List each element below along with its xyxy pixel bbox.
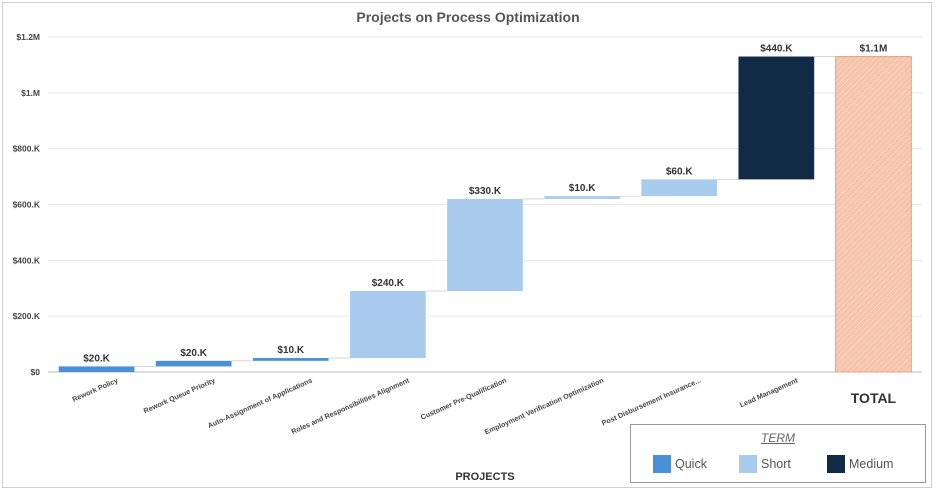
x-axis-title: PROJECTS	[455, 471, 515, 483]
bar	[447, 198, 523, 292]
total-tick-label: TOTAL	[851, 390, 897, 406]
bar	[350, 291, 426, 359]
chart-title: Projects on Process Optimization	[356, 9, 580, 25]
y-tick-label: $600.K	[13, 200, 41, 210]
total-data-label: $1.1M	[860, 44, 888, 55]
x-tick-label: Rework Policy	[71, 376, 120, 404]
x-tick-label: Lead Management	[738, 375, 799, 409]
bar	[738, 56, 815, 180]
y-tick-label: $800.K	[13, 144, 41, 154]
bar	[252, 358, 329, 361]
data-label: $20.K	[180, 348, 207, 359]
bar	[544, 196, 620, 199]
legend-swatch-quick	[653, 455, 671, 473]
data-label: $20.K	[83, 353, 110, 364]
legend-title: TERM	[761, 431, 795, 445]
x-tick-label: Auto-Assignment of Applications	[206, 376, 313, 430]
y-tick-label: $400.K	[13, 255, 41, 265]
y-tick-label: $1.M	[21, 88, 40, 98]
legend-label-short: Short	[761, 457, 791, 471]
x-tick-label: Post Disbursement Insurance...	[600, 376, 702, 428]
legend-label-medium: Medium	[849, 457, 894, 471]
legend-swatch-medium	[827, 455, 845, 473]
y-tick-label: $0	[31, 367, 41, 377]
legend-swatch-short	[739, 455, 757, 473]
legend-item-short: Short	[739, 455, 791, 473]
bar	[641, 179, 718, 197]
y-tick-label: $200.K	[13, 311, 41, 321]
x-tick-label: Rework Queue Priority	[142, 376, 216, 416]
data-label: $330.K	[469, 186, 502, 197]
bar	[58, 366, 135, 372]
legend-item-medium: Medium	[827, 455, 893, 473]
bar	[155, 360, 232, 367]
legend-item-quick: Quick	[653, 455, 707, 473]
data-label: $240.K	[372, 278, 405, 289]
data-label: $440.K	[760, 44, 793, 55]
total-bar-hatch	[835, 56, 912, 373]
data-label: $60.K	[666, 166, 693, 177]
y-tick-label: $1.2M	[16, 32, 40, 42]
data-label: $10.K	[569, 183, 596, 194]
x-tick-label: Customer Pre-Qualification	[419, 376, 508, 422]
legend-label-quick: Quick	[675, 457, 707, 471]
legend: TERM Quick Short Medium	[630, 424, 926, 483]
data-label: $10.K	[277, 345, 304, 356]
